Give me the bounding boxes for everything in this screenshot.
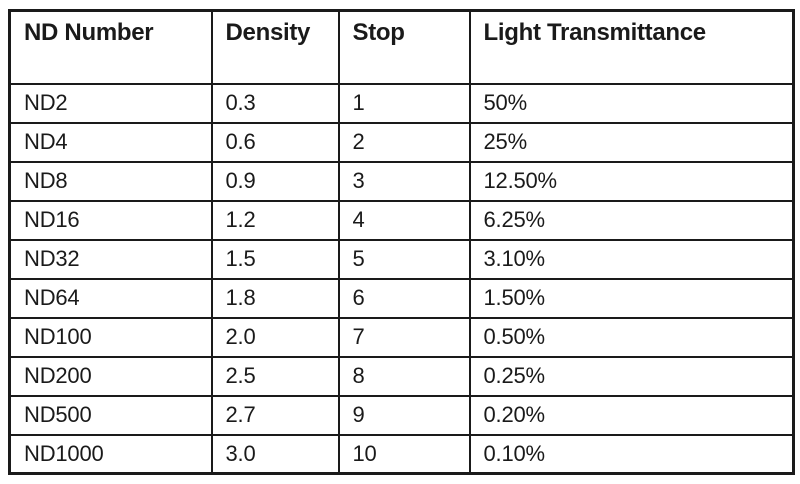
cell-stop: 8 [337, 355, 471, 397]
cell-nd-number: ND32 [8, 238, 213, 280]
cell-nd-number: ND16 [8, 199, 213, 241]
cell-nd-number: ND200 [8, 355, 213, 397]
cell-density: 0.9 [210, 160, 340, 202]
table-row: ND64 1.8 6 1.50% [8, 277, 795, 319]
cell-transmittance: 1.50% [468, 277, 795, 319]
table-row: ND1000 3.0 10 0.10% [8, 433, 795, 475]
cell-density: 1.2 [210, 199, 340, 241]
table-row: ND2 0.3 1 50% [8, 82, 795, 124]
cell-stop: 5 [337, 238, 471, 280]
cell-density: 0.3 [210, 82, 340, 124]
cell-density: 2.7 [210, 394, 340, 436]
cell-transmittance: 12.50% [468, 160, 795, 202]
cell-stop: 7 [337, 316, 471, 358]
table-header-row: ND Number Density Stop Light Transmittan… [8, 9, 795, 85]
cell-stop: 3 [337, 160, 471, 202]
cell-nd-number: ND100 [8, 316, 213, 358]
cell-transmittance: 0.50% [468, 316, 795, 358]
cell-transmittance: 3.10% [468, 238, 795, 280]
header-light-transmittance: Light Transmittance [468, 9, 795, 85]
cell-density: 1.5 [210, 238, 340, 280]
cell-transmittance: 25% [468, 121, 795, 163]
table-row: ND500 2.7 9 0.20% [8, 394, 795, 436]
cell-nd-number: ND2 [8, 82, 213, 124]
cell-stop: 2 [337, 121, 471, 163]
cell-stop: 4 [337, 199, 471, 241]
cell-stop: 6 [337, 277, 471, 319]
cell-transmittance: 0.10% [468, 433, 795, 475]
cell-density: 1.8 [210, 277, 340, 319]
cell-stop: 1 [337, 82, 471, 124]
header-density: Density [210, 9, 340, 85]
cell-transmittance: 50% [468, 82, 795, 124]
cell-transmittance: 0.20% [468, 394, 795, 436]
cell-transmittance: 6.25% [468, 199, 795, 241]
cell-nd-number: ND4 [8, 121, 213, 163]
cell-stop: 9 [337, 394, 471, 436]
table-row: ND4 0.6 2 25% [8, 121, 795, 163]
header-stop: Stop [337, 9, 471, 85]
cell-nd-number: ND1000 [8, 433, 213, 475]
cell-stop: 10 [337, 433, 471, 475]
table-row: ND8 0.9 3 12.50% [8, 160, 795, 202]
table-row: ND32 1.5 5 3.10% [8, 238, 795, 280]
cell-density: 3.0 [210, 433, 340, 475]
header-nd-number: ND Number [8, 9, 213, 85]
cell-density: 2.5 [210, 355, 340, 397]
cell-density: 0.6 [210, 121, 340, 163]
cell-nd-number: ND500 [8, 394, 213, 436]
table-row: ND16 1.2 4 6.25% [8, 199, 795, 241]
cell-nd-number: ND8 [8, 160, 213, 202]
table-row: ND100 2.0 7 0.50% [8, 316, 795, 358]
cell-nd-number: ND64 [8, 277, 213, 319]
cell-transmittance: 0.25% [468, 355, 795, 397]
nd-filter-table: ND Number Density Stop Light Transmittan… [8, 9, 795, 475]
table-row: ND200 2.5 8 0.25% [8, 355, 795, 397]
cell-density: 2.0 [210, 316, 340, 358]
